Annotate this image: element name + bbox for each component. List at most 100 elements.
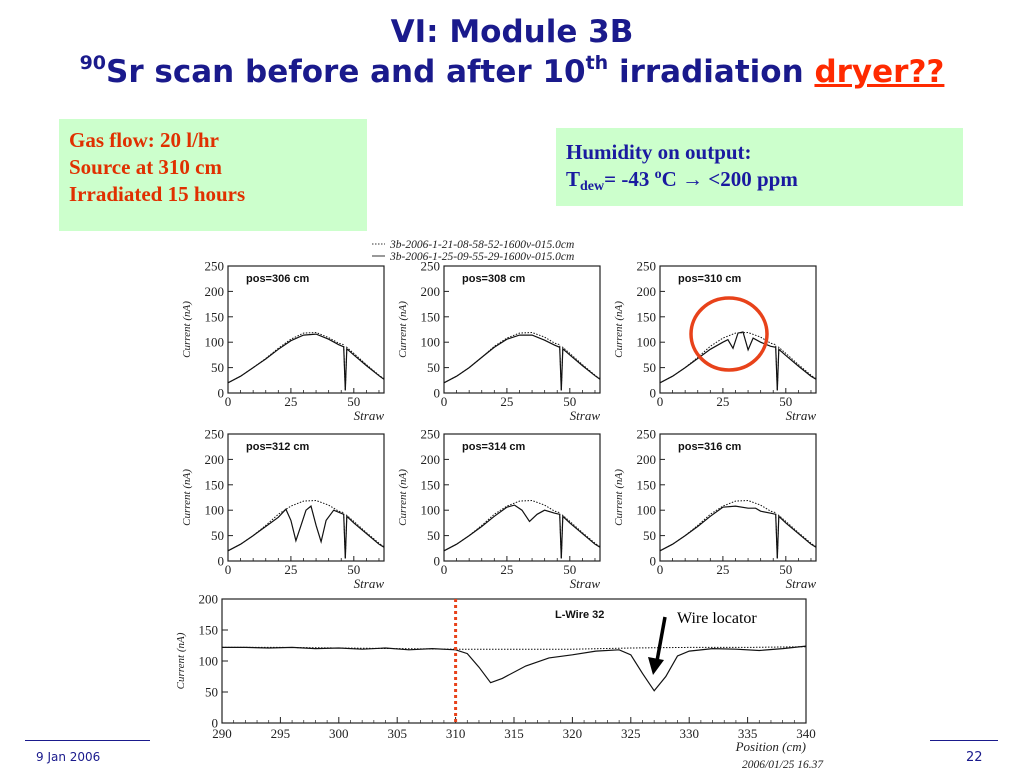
wire-locator-arrow-shaft (655, 616, 667, 662)
x-tick-label: 340 (796, 726, 816, 741)
conditions-line: Irradiated 15 hours (69, 182, 246, 206)
wire-label: L-Wire 32 (555, 609, 604, 621)
y-tick-label: 100 (637, 503, 657, 518)
y-tick-label: 50 (643, 528, 656, 543)
y-tick-label: 0 (434, 554, 441, 569)
x-tick-label: 310 (446, 726, 466, 741)
x-tick-label: 320 (563, 726, 583, 741)
legend-label: 3b-2006-1-25-09-55-29-1600v-015.0cm (389, 251, 574, 263)
series-after-line (443, 504, 601, 559)
x-tick-label: 25 (500, 562, 513, 577)
conditions-line: Source at 310 cm (69, 155, 222, 179)
slide-title: VI: Module 3B 90Sr scan before and after… (0, 12, 1024, 92)
dewpoint-eq: = -43 (604, 167, 655, 191)
legend-label: 3b-2006-1-21-08-58-52-1600v-015.0cm (389, 239, 574, 251)
title-line2: 90Sr scan before and after 10th irradiat… (0, 52, 1024, 92)
y-tick-label: 0 (212, 716, 219, 731)
page-number: 22 (966, 750, 983, 765)
x-tick-label: 50 (347, 562, 360, 577)
highlight-circle (689, 296, 769, 372)
title-highlight: dryer?? (814, 54, 945, 90)
y-tick-label: 0 (218, 554, 225, 569)
series-after-line (443, 334, 601, 391)
title-line1: VI: Module 3B (390, 14, 634, 50)
x-axis-label: Position (cm) (735, 739, 806, 754)
x-tick-label: 25 (500, 394, 513, 409)
footer-divider-left (25, 740, 150, 741)
series-before-line (227, 499, 385, 559)
y-tick-label: 200 (637, 284, 657, 299)
panel-position-label: pos=310 cm (678, 273, 742, 285)
x-axis-label: Straw (354, 576, 385, 591)
y-tick-label: 150 (421, 477, 441, 492)
y-axis-label: Current (nA) (181, 469, 193, 526)
y-tick-label: 0 (218, 386, 225, 401)
series-before-line (443, 331, 601, 391)
panel-position-label: pos=316 cm (678, 441, 742, 453)
wire-locator-arrow-head (648, 657, 664, 675)
series-before-line (659, 499, 817, 559)
x-tick-label: 25 (716, 562, 729, 577)
y-tick-label: 250 (421, 259, 441, 274)
y-axis-label: Current (nA) (397, 301, 409, 358)
dewpoint-end: C → <200 ppm (661, 167, 798, 191)
x-tick-label: 305 (387, 726, 407, 741)
x-tick-label: 0 (225, 394, 232, 409)
x-tick-label: 0 (225, 562, 232, 577)
x-tick-label: 325 (621, 726, 641, 741)
x-tick-label: 25 (284, 394, 297, 409)
degree-sup: o (654, 167, 662, 182)
y-tick-label: 250 (421, 427, 441, 442)
panel-position-label: pos=312 cm (246, 441, 310, 453)
y-tick-label: 100 (205, 335, 225, 350)
x-tick-label: 330 (679, 726, 699, 741)
y-tick-label: 250 (637, 427, 657, 442)
y-tick-label: 50 (211, 360, 224, 375)
panel-frame (443, 265, 601, 394)
x-axis-label: Straw (570, 576, 601, 591)
wire-locator-label: Wire locator (677, 610, 757, 627)
x-tick-label: 300 (329, 726, 349, 741)
wire-scan-panel: 0 50 100 150 200 290 295 300 305 310 315 320 325 330 3… (175, 592, 824, 768)
y-tick-label: 150 (199, 623, 219, 638)
title-main-text: Sr scan before and after 10 (106, 54, 586, 90)
x-tick-label: 50 (563, 394, 576, 409)
x-axis-label: Straw (570, 408, 601, 423)
y-tick-label: 150 (637, 477, 657, 492)
y-axis-label: Current (nA) (613, 301, 625, 358)
x-tick-label: 295 (271, 726, 291, 741)
humidity-box: Humidity on output: Tdew= -43 oC → <200 … (556, 128, 963, 206)
panel-position-label: pos=306 cm (246, 273, 310, 285)
dewpoint-sub: dew (580, 179, 605, 194)
x-axis-label: Straw (786, 408, 817, 423)
x-axis-label: Straw (786, 576, 817, 591)
panel-frame (443, 433, 601, 562)
x-tick-label: 25 (716, 394, 729, 409)
panel-frame (659, 433, 817, 562)
y-tick-label: 150 (637, 309, 657, 324)
y-tick-label: 200 (199, 592, 219, 607)
plot-timestamp: 2006/01/25 16.37 (742, 759, 824, 768)
y-tick-label: 50 (643, 360, 656, 375)
title-ordinal: th (585, 52, 609, 74)
series-after-line (222, 645, 807, 692)
panel-frame (227, 433, 385, 562)
x-tick-label: 0 (657, 562, 664, 577)
panel-frame (659, 265, 817, 394)
series-after-line (659, 331, 817, 391)
y-tick-label: 250 (205, 427, 225, 442)
y-tick-label: 0 (650, 554, 657, 569)
x-tick-label: 50 (779, 394, 792, 409)
y-tick-label: 100 (199, 654, 219, 669)
panel-position-label: pos=308 cm (462, 273, 526, 285)
y-tick-label: 200 (421, 452, 441, 467)
y-tick-label: 150 (421, 309, 441, 324)
y-axis-label: Current (nA) (397, 469, 409, 526)
y-tick-label: 0 (650, 386, 657, 401)
y-tick-label: 100 (637, 335, 657, 350)
x-tick-label: 50 (563, 562, 576, 577)
y-tick-label: 50 (205, 685, 218, 700)
